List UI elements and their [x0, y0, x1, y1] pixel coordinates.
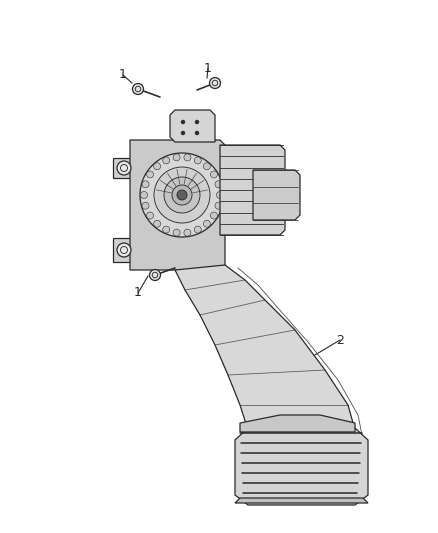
- Circle shape: [173, 229, 180, 236]
- Circle shape: [194, 157, 201, 164]
- Circle shape: [195, 120, 199, 124]
- Circle shape: [154, 167, 210, 223]
- Circle shape: [172, 185, 192, 205]
- Text: 1: 1: [119, 69, 127, 82]
- Polygon shape: [235, 498, 368, 503]
- Circle shape: [215, 181, 222, 188]
- Circle shape: [177, 190, 187, 200]
- Text: 1: 1: [134, 287, 142, 300]
- Circle shape: [216, 191, 223, 198]
- Circle shape: [181, 131, 185, 135]
- Circle shape: [149, 270, 160, 280]
- Circle shape: [162, 226, 170, 233]
- Circle shape: [164, 177, 200, 213]
- Polygon shape: [240, 415, 355, 432]
- Circle shape: [147, 212, 154, 219]
- Circle shape: [215, 202, 222, 209]
- Circle shape: [211, 171, 218, 178]
- Circle shape: [209, 77, 220, 88]
- Circle shape: [140, 153, 224, 237]
- Circle shape: [173, 154, 180, 161]
- Circle shape: [162, 157, 170, 164]
- Circle shape: [203, 220, 210, 227]
- Polygon shape: [113, 158, 135, 178]
- Circle shape: [184, 154, 191, 161]
- Circle shape: [142, 181, 149, 188]
- Circle shape: [154, 220, 161, 227]
- Polygon shape: [175, 265, 355, 445]
- Circle shape: [117, 243, 131, 257]
- Circle shape: [133, 84, 144, 94]
- Polygon shape: [253, 170, 300, 220]
- Circle shape: [211, 212, 218, 219]
- Circle shape: [184, 229, 191, 236]
- Polygon shape: [130, 140, 225, 270]
- Polygon shape: [170, 110, 215, 142]
- Text: 1: 1: [204, 61, 212, 75]
- Circle shape: [181, 120, 185, 124]
- Circle shape: [147, 171, 154, 178]
- Polygon shape: [235, 428, 368, 505]
- Circle shape: [194, 226, 201, 233]
- Circle shape: [195, 131, 199, 135]
- Text: 2: 2: [336, 334, 344, 346]
- Circle shape: [203, 163, 210, 170]
- Polygon shape: [220, 145, 285, 235]
- Circle shape: [141, 191, 148, 198]
- Circle shape: [142, 202, 149, 209]
- Polygon shape: [113, 238, 135, 262]
- Circle shape: [117, 161, 131, 175]
- Circle shape: [154, 163, 161, 170]
